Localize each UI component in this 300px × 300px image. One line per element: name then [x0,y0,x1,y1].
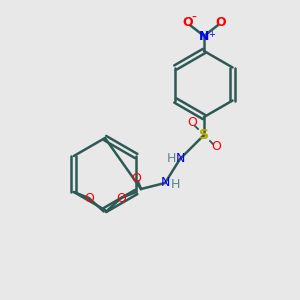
Text: O: O [132,172,141,185]
Text: +: + [208,30,215,39]
Text: O: O [116,191,126,205]
Text: O: O [182,16,193,29]
Text: S: S [199,128,209,142]
Text: N: N [175,152,185,166]
Text: O: O [215,16,226,29]
Text: O: O [211,140,221,154]
Text: O: O [84,191,94,205]
Text: O: O [187,116,197,130]
Text: H: H [166,152,176,166]
Text: H: H [171,178,180,191]
Text: N: N [160,176,170,190]
Text: -: - [191,11,196,25]
Text: N: N [199,29,209,43]
